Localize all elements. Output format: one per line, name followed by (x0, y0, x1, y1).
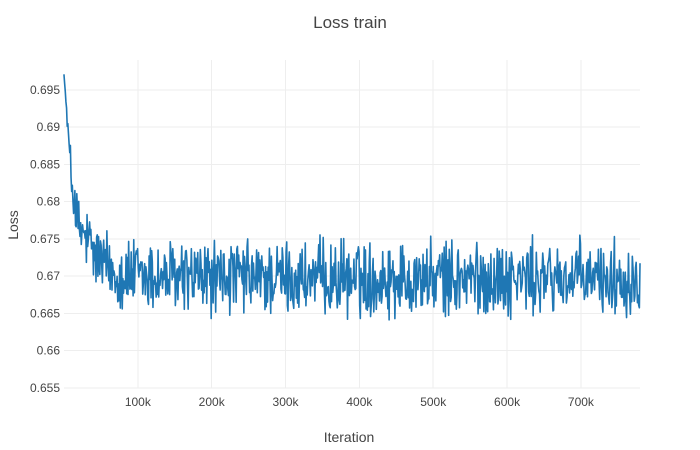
grid-layer (64, 60, 640, 389)
x-tick-labels: 100k 200k 300k 400k 500k 600k 700k (125, 395, 595, 409)
x-tick-label: 500k (420, 395, 447, 409)
series-layer (63, 74, 641, 321)
y-tick-label: 0.69 (37, 120, 61, 134)
y-tick-label: 0.695 (30, 83, 60, 97)
y-tick-label: 0.665 (30, 306, 60, 320)
x-tick-label: 600k (494, 395, 521, 409)
x-tick-label: 300k (273, 395, 300, 409)
x-tick-label: 100k (125, 395, 152, 409)
series-line (63, 74, 641, 321)
y-axis-title: Loss (5, 210, 21, 240)
chart-title: Loss train (313, 13, 387, 32)
y-tick-label: 0.655 (30, 381, 60, 395)
y-tick-label: 0.67 (37, 269, 61, 283)
y-tick-label: 0.685 (30, 157, 60, 171)
y-tick-label: 0.68 (37, 195, 61, 209)
x-tick-label: 200k (199, 395, 226, 409)
x-tick-label: 400k (346, 395, 373, 409)
x-tick-label: 700k (568, 395, 595, 409)
y-tick-labels: 0.655 0.66 0.665 0.67 0.675 0.68 0.685 0.69 0.69… (30, 83, 60, 395)
y-tick-label: 0.66 (37, 344, 61, 358)
x-axis-title: Iteration (324, 429, 375, 445)
y-tick-label: 0.675 (30, 232, 60, 246)
